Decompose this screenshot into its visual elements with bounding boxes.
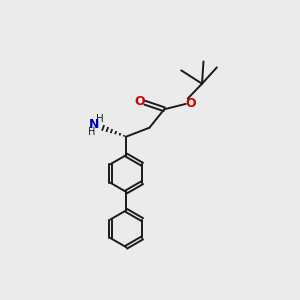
Text: O: O (134, 95, 145, 108)
Text: H: H (88, 127, 96, 136)
Text: N: N (89, 118, 100, 130)
Text: H: H (96, 114, 103, 124)
Text: O: O (186, 98, 196, 110)
